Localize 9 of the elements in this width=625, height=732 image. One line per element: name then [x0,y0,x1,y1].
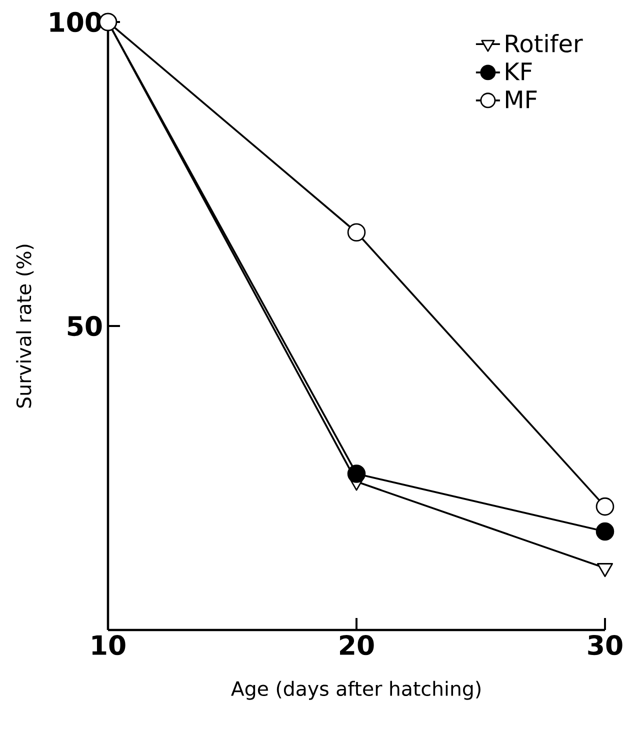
x-axis-title: Age (days after hatching) [231,680,480,700]
legend-label: Rotifer [506,34,583,52]
legend-label: MF [506,90,537,108]
x-tick-label: 20 [340,634,374,656]
x-tick-label: 10 [92,634,126,656]
legend-label: KF [506,62,532,80]
y-axis-title: Survival rate (%) [16,244,34,408]
y-tick-label: 50 [68,316,102,336]
x-tick-label: 30 [588,634,622,656]
